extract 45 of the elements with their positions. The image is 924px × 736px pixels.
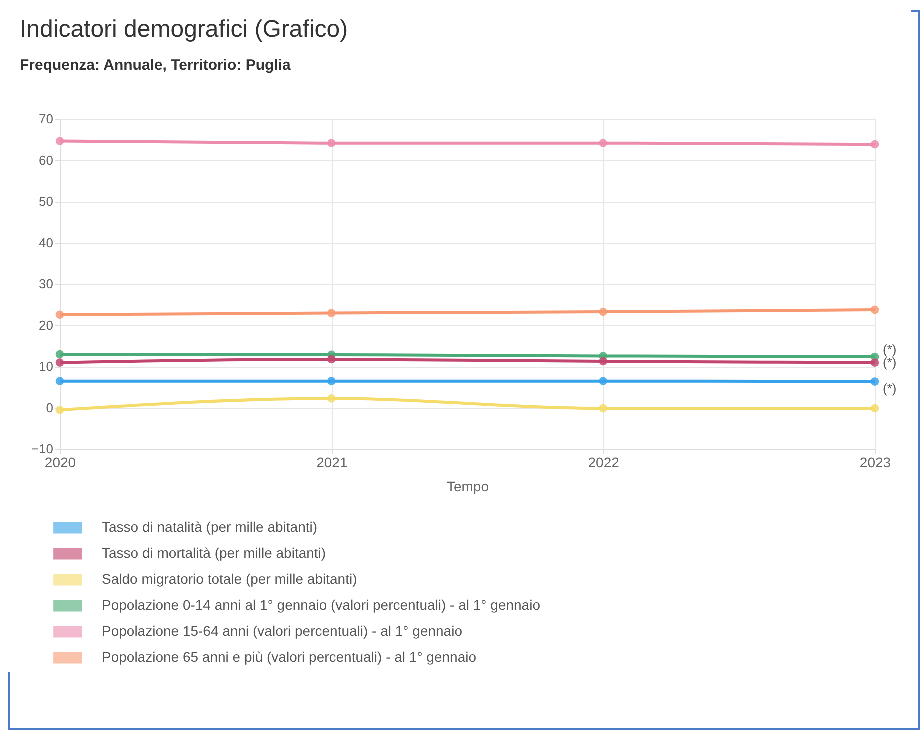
x-tick-label: 2022 [588,454,620,470]
point [599,377,608,386]
point [870,404,880,413]
point [599,357,608,366]
x-tick-label: 2023 [860,454,892,470]
y-tick-label: 70 [39,112,54,126]
point [327,377,336,386]
point [56,406,64,414]
y-tick-label: −10 [31,442,54,456]
legend-label: Saldo migratorio totale (per mille abitanti) [102,571,358,587]
y-tick-label: 0 [46,400,54,416]
point [599,139,608,148]
y-tick-label: 20 [39,318,54,333]
point [870,358,880,367]
legend-label: Popolazione 15-64 anni (valori percentuali) - al 1° gennaio [102,623,463,639]
point [56,310,64,320]
legend-label: Popolazione 65 anni e più (valori percentuali) - al 1° gennaio [102,649,477,665]
y-tick-label: 40 [39,235,54,250]
point [327,309,336,318]
annotation: (*) [883,380,897,396]
point [599,308,608,316]
y-tick-label: 60 [39,152,54,168]
point [870,140,880,149]
point [599,404,608,413]
y-tick-label: 50 [39,194,54,209]
point [327,394,336,403]
point [56,137,64,146]
y-tick-label: 10 [39,359,54,374]
chart-subtitle: Frequenza: Annuale, Territorio: Puglia [20,57,292,74]
legend-label: Tasso di natalità (per mille abitanti) [102,519,318,535]
point [56,358,64,367]
point [56,350,64,359]
point [327,355,336,364]
x-tick-label: 2020 [44,454,76,470]
x-axis-title: Tempo [446,478,490,494]
point [327,139,336,148]
annotation: (*) [883,342,897,358]
point [870,306,880,314]
y-tick-label: 30 [39,276,54,292]
point [56,377,64,386]
x-tick-label: 2021 [316,454,348,470]
chart-title: Indicatori demografici (Grafico) [20,16,348,43]
legend-label: Popolazione 0-14 anni al 1° gennaio (valori percentuali) - al 1° gennaio [102,597,541,613]
legend-label: Tasso di mortalità (per mille abitanti) [102,545,326,561]
point [870,378,880,386]
